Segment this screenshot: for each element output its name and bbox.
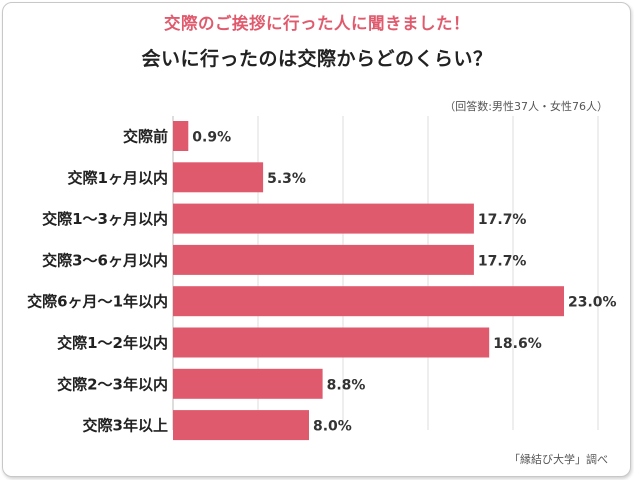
chart-title-line1: 交際のご挨拶に行った人に聞きました！: [164, 14, 470, 33]
bar: [173, 244, 474, 275]
data-label: 5.3%: [267, 171, 306, 187]
category-label: 交際6ヶ月〜1年以内: [27, 293, 168, 311]
bar: [173, 286, 564, 317]
data-label: 17.7%: [478, 212, 527, 228]
data-label: 8.8%: [327, 377, 366, 393]
bar: [173, 121, 189, 151]
data-label: 8.0%: [313, 419, 352, 435]
bar: [173, 162, 264, 193]
bar: [173, 327, 490, 358]
bar: [173, 410, 309, 441]
category-label: 交際3年以上: [83, 417, 168, 435]
data-label: 23.0%: [568, 295, 617, 311]
source-note: 「縁結び大学」調べ: [509, 453, 608, 466]
data-label: 18.6%: [493, 336, 542, 352]
chart-title-line2: 会いに行ったのは交際からどのくらい？: [141, 48, 493, 70]
category-label: 交際前: [123, 128, 168, 146]
category-label: 交際1〜3ヶ月以内: [42, 210, 168, 228]
data-label: 17.7%: [478, 253, 527, 269]
data-label: 0.9%: [192, 130, 231, 146]
bar: [173, 368, 323, 399]
bar: [173, 203, 474, 234]
category-label: 交際1ヶ月以内: [68, 169, 168, 187]
category-label: 交際3〜6ヶ月以内: [42, 251, 168, 269]
category-label: 交際2〜3年以内: [57, 375, 168, 393]
category-label: 交際1〜2年以内: [57, 334, 168, 352]
sample-size-note: （回答数:男性37人・女性76人）: [444, 100, 608, 113]
